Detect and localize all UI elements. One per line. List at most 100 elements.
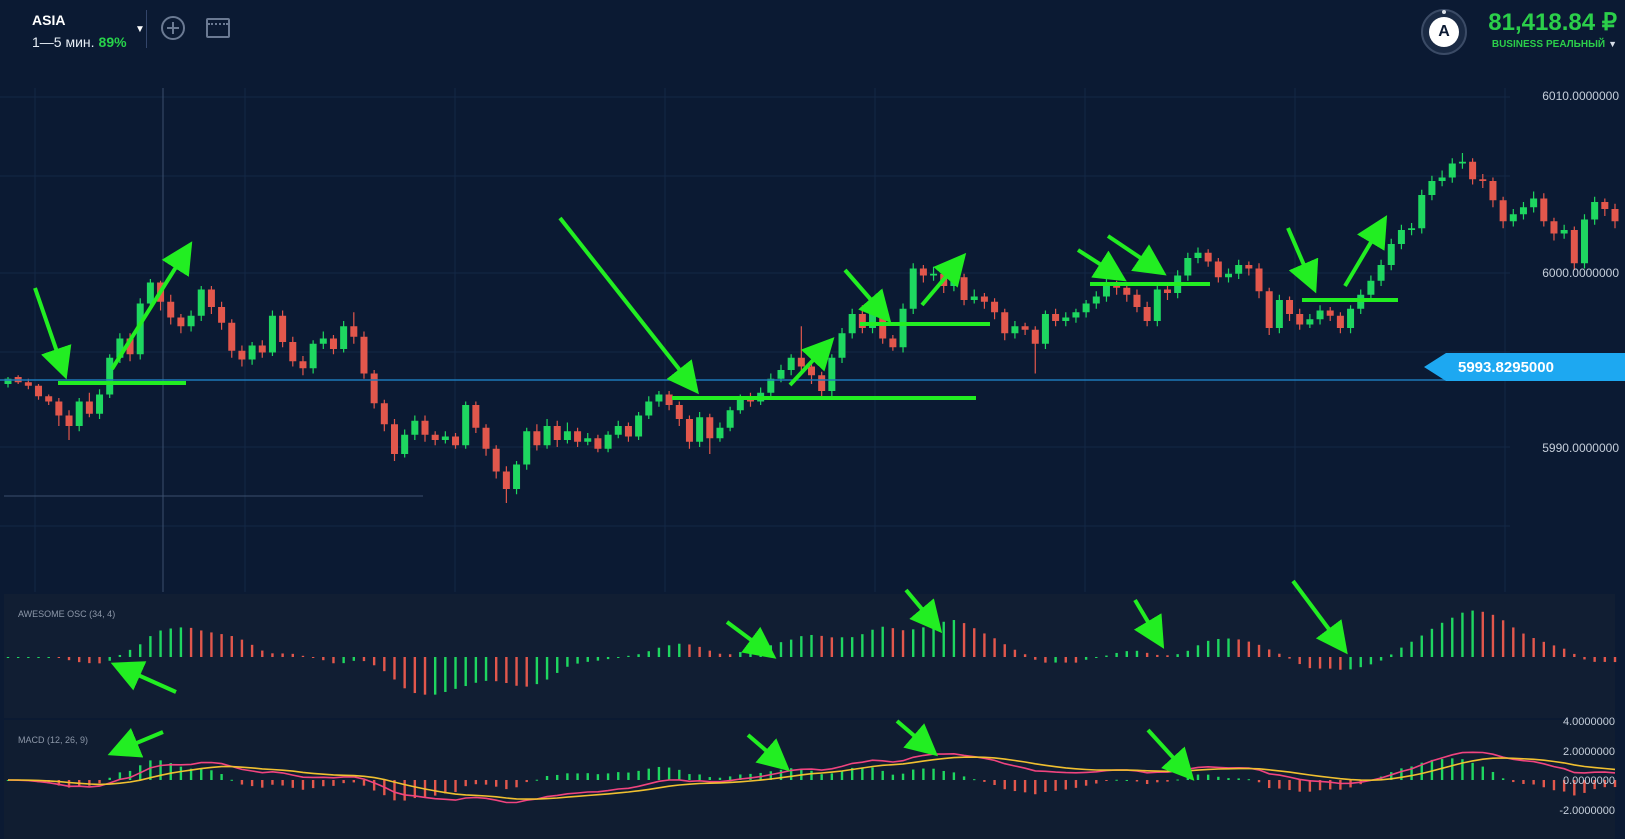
ao-bar	[1451, 617, 1454, 657]
price-axis-label: 6010.0000000	[1542, 89, 1619, 103]
avatar[interactable]: A	[1429, 17, 1459, 47]
macd-histogram-bar	[708, 777, 711, 780]
macd-histogram-bar	[901, 773, 905, 780]
macd-histogram-bar	[952, 772, 956, 780]
ao-bar	[301, 655, 305, 657]
ao-bar	[871, 629, 874, 657]
macd-histogram-bar	[525, 780, 528, 783]
ao-bar	[149, 636, 152, 657]
candle-body	[1286, 300, 1294, 314]
ao-bar	[1379, 657, 1383, 661]
ao-bar	[1339, 657, 1342, 670]
macd-histogram-bar	[861, 768, 864, 780]
candle-body	[350, 326, 358, 337]
ao-bar	[861, 634, 864, 657]
macd-histogram-bar	[169, 763, 172, 780]
ao-bar	[1532, 638, 1535, 657]
add-chart-button[interactable]	[161, 16, 185, 40]
macd-histogram-bar	[1471, 762, 1474, 780]
candle-body	[452, 436, 460, 446]
ao-bar	[1186, 650, 1190, 657]
candle-body	[533, 431, 541, 446]
macd-histogram-bar	[230, 779, 233, 781]
candle-body	[370, 373, 378, 404]
candle-body	[991, 301, 999, 313]
macd-histogram-bar	[495, 780, 498, 787]
candle-body	[248, 345, 256, 360]
macd-histogram-bar	[1542, 780, 1546, 788]
macd-histogram-bar	[810, 770, 813, 780]
notification-dot-icon	[1442, 10, 1446, 14]
macd-histogram-bar	[1196, 774, 1200, 780]
macd-histogram-bar	[1461, 759, 1464, 780]
candle-body	[1560, 230, 1568, 234]
macd-histogram-bar	[98, 780, 101, 784]
macd-histogram-bar	[108, 777, 111, 780]
ao-bar	[576, 657, 579, 664]
candle-body	[1163, 289, 1171, 293]
ao-bar	[840, 637, 844, 657]
macd-histogram-bar	[1329, 780, 1332, 790]
macd-histogram-bar	[1166, 780, 1169, 782]
candle-body	[1367, 280, 1375, 295]
ao-bar	[495, 657, 498, 682]
chevron-down-icon[interactable]: ▼	[1608, 39, 1617, 49]
ao-bar	[1573, 653, 1576, 657]
ao-bar	[922, 627, 925, 657]
macd-histogram-bar	[667, 767, 671, 780]
candle-body	[1021, 326, 1029, 330]
candle-body	[787, 357, 795, 370]
macd-histogram-bar	[200, 768, 203, 780]
macd-histogram-bar	[413, 780, 417, 799]
candle-body	[319, 338, 327, 344]
candle-body	[1184, 258, 1192, 276]
macd-histogram-bar	[1156, 780, 1159, 783]
macd-histogram-bar	[1491, 771, 1495, 780]
ao-bar	[1461, 612, 1464, 657]
macd-axis-label: -2.0000000	[1559, 805, 1615, 817]
account-type-selector[interactable]: BUSINESS РЕАЛЬНЫЙ ▼	[1492, 39, 1617, 50]
ao-bar	[169, 628, 172, 657]
candle-body	[1306, 319, 1314, 325]
macd-histogram-bar	[393, 780, 396, 801]
ao-bar	[1420, 635, 1423, 657]
ao-bar	[1542, 641, 1546, 657]
account-balance[interactable]: 81,418.84 ₽	[1488, 9, 1617, 36]
macd-histogram-bar	[1552, 780, 1556, 791]
window-layout-button[interactable]	[206, 18, 230, 38]
ao-bar	[383, 657, 386, 672]
candle-body	[1336, 315, 1344, 328]
candle-body	[919, 268, 927, 276]
candle-body	[116, 338, 124, 358]
ao-bar	[372, 657, 376, 666]
ao-bar	[891, 628, 895, 657]
ao-bar	[423, 657, 427, 695]
price-axis-label: 6000.0000000	[1542, 266, 1619, 280]
macd-histogram-bar	[179, 766, 183, 780]
candle-body	[462, 405, 470, 446]
ao-bar	[1562, 648, 1566, 657]
asset-name[interactable]: ASIA	[32, 12, 66, 28]
account-mode: РЕАЛЬНЫЙ	[1545, 39, 1606, 50]
ao-bar	[1349, 657, 1352, 670]
candle-body	[1143, 307, 1151, 321]
macd-histogram-bar	[159, 760, 162, 780]
asset-selector[interactable]: ASIA 1—5 мин. 89%	[32, 12, 127, 50]
chevron-down-icon[interactable]: ▼	[135, 24, 145, 35]
ao-panel	[4, 594, 1615, 718]
candle-body	[930, 273, 938, 276]
annotation-arrow	[895, 719, 939, 757]
ao-bar	[220, 634, 223, 657]
macd-histogram-bar	[1522, 780, 1525, 784]
candle-body	[1458, 161, 1466, 164]
asset-details[interactable]: 1—5 мин. 89%	[32, 34, 127, 50]
ao-bar	[128, 649, 132, 657]
macd-histogram-bar	[1318, 780, 1322, 791]
ao-bar	[1013, 649, 1017, 657]
ao-bar	[942, 621, 945, 657]
candle-body	[126, 338, 134, 355]
ao-bar	[993, 638, 996, 657]
ao-bar	[1023, 654, 1027, 657]
ao-bar	[1034, 657, 1037, 660]
